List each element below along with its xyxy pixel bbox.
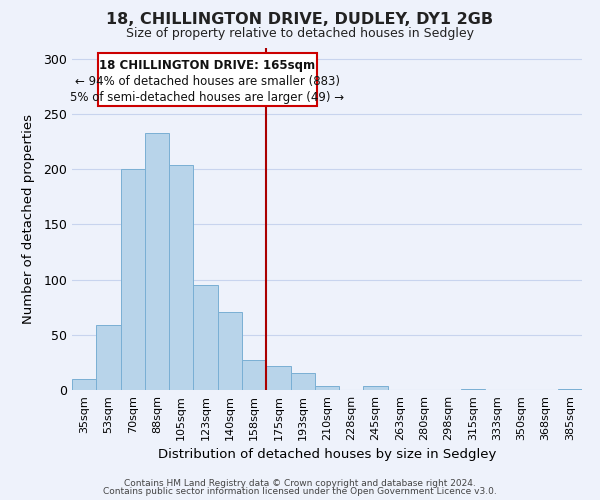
Text: 18 CHILLINGTON DRIVE: 165sqm: 18 CHILLINGTON DRIVE: 165sqm	[100, 58, 316, 71]
FancyBboxPatch shape	[97, 53, 317, 106]
Bar	[218, 312, 242, 390]
Bar	[193, 285, 218, 390]
Bar	[266, 366, 290, 390]
Text: Contains HM Land Registry data © Crown copyright and database right 2024.: Contains HM Land Registry data © Crown c…	[124, 478, 476, 488]
Text: ← 94% of detached houses are smaller (883): ← 94% of detached houses are smaller (88…	[75, 74, 340, 88]
Bar	[121, 169, 145, 390]
Y-axis label: Number of detached properties: Number of detached properties	[22, 114, 35, 324]
X-axis label: Distribution of detached houses by size in Sedgley: Distribution of detached houses by size …	[158, 448, 496, 462]
Bar	[290, 374, 315, 390]
Bar	[315, 386, 339, 390]
Bar	[558, 389, 582, 390]
Text: 18, CHILLINGTON DRIVE, DUDLEY, DY1 2GB: 18, CHILLINGTON DRIVE, DUDLEY, DY1 2GB	[106, 12, 494, 28]
Bar	[169, 164, 193, 390]
Bar	[242, 360, 266, 390]
Bar	[364, 386, 388, 390]
Bar	[145, 132, 169, 390]
Text: Contains public sector information licensed under the Open Government Licence v3: Contains public sector information licen…	[103, 487, 497, 496]
Bar	[461, 389, 485, 390]
Bar	[96, 325, 121, 390]
Text: 5% of semi-detached houses are larger (49) →: 5% of semi-detached houses are larger (4…	[70, 90, 344, 104]
Text: Size of property relative to detached houses in Sedgley: Size of property relative to detached ho…	[126, 28, 474, 40]
Bar	[72, 379, 96, 390]
